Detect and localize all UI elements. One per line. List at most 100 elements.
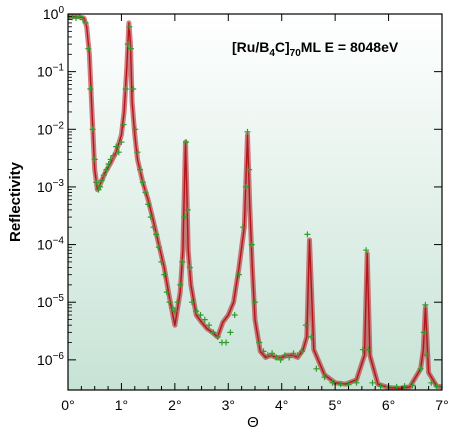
data-point	[242, 183, 249, 190]
data-point	[286, 354, 293, 361]
data-point	[122, 86, 129, 92]
annotation-prefix: [Ru/B	[232, 39, 269, 55]
data-point	[236, 271, 242, 278]
x-axis-label: Θ	[247, 414, 259, 431]
data-point	[186, 264, 193, 271]
data-point	[424, 352, 430, 359]
data-point	[420, 329, 427, 336]
data-point	[93, 179, 100, 186]
data-point	[98, 177, 105, 184]
data-point	[231, 312, 238, 318]
data-point	[294, 352, 301, 359]
data-point	[244, 128, 251, 135]
tick-labels: 0° 1° 2° 3° 4° 5° 6° 7° 100 10−1 10−2 10−3 10−4 10−5 1…	[37, 5, 449, 413]
data-point	[150, 224, 157, 231]
x-tick-label: 2°	[168, 397, 181, 413]
data-point	[163, 289, 170, 296]
data-point	[393, 383, 400, 390]
annotation-mid: C]	[275, 39, 290, 55]
data-point	[128, 45, 134, 52]
data-point	[100, 172, 107, 179]
data-point	[139, 179, 146, 186]
data-point	[401, 383, 408, 390]
data-point	[153, 231, 160, 238]
data-point	[115, 149, 122, 156]
data-point	[181, 214, 188, 221]
data-point	[197, 312, 204, 318]
data-point	[240, 224, 247, 231]
annotation-sub1: 4	[269, 48, 275, 59]
data-point	[313, 365, 320, 372]
data-point	[214, 333, 221, 340]
annotation-suffix: ML E = 8048eV	[301, 39, 399, 55]
x-tick-label: 1°	[115, 397, 128, 413]
data-point	[260, 348, 267, 355]
x-tick-label: 5°	[328, 397, 341, 413]
x-tick-label: 7°	[435, 397, 448, 413]
plot-area	[68, 14, 442, 390]
annotation-sub2: 70	[290, 48, 302, 59]
plot-frame	[67, 13, 443, 391]
data-point	[130, 86, 137, 92]
data-point	[304, 231, 311, 238]
data-point	[120, 121, 127, 128]
data-point	[206, 322, 213, 329]
data-point	[269, 350, 276, 357]
data-point	[110, 152, 117, 159]
data-point	[428, 379, 435, 386]
data-point	[359, 346, 366, 353]
data-point	[126, 23, 133, 30]
x-tick-label: 6°	[382, 397, 395, 413]
data-point	[189, 299, 195, 306]
data-point	[134, 149, 141, 156]
data-point	[124, 41, 131, 48]
data-point	[223, 339, 230, 346]
data-point	[409, 382, 416, 389]
data-point	[89, 126, 96, 133]
data-point	[69, 14, 76, 21]
data-point	[183, 139, 190, 146]
y-tick-label: 10−4	[37, 236, 64, 253]
data-point	[80, 16, 86, 23]
data-point	[73, 15, 79, 22]
data-point	[166, 299, 173, 306]
data-point	[171, 308, 178, 315]
data-point	[248, 241, 255, 248]
data-point	[302, 322, 309, 329]
data-point	[277, 356, 284, 363]
data-point	[290, 350, 297, 357]
data-point	[227, 329, 234, 336]
y-tick-label: 10−2	[37, 120, 64, 137]
data-point	[417, 365, 424, 372]
data-point	[87, 86, 94, 92]
fit-line	[68, 15, 442, 390]
data-point	[337, 381, 344, 388]
data-point	[145, 201, 152, 208]
data-point	[363, 247, 370, 254]
chart-annotation: [Ru/B4C]70ML E = 8048eV	[232, 39, 399, 59]
data-point	[91, 156, 98, 163]
data-point	[132, 126, 139, 133]
data-point	[246, 166, 253, 173]
data-point	[82, 19, 89, 26]
data-point	[308, 333, 315, 340]
data-point	[174, 299, 181, 306]
y-tick-label: 100	[43, 5, 65, 22]
data-point	[439, 383, 442, 390]
data-point	[433, 383, 440, 390]
data-point	[169, 304, 176, 311]
data-point	[177, 281, 184, 288]
data-point	[161, 271, 168, 278]
data-point	[137, 166, 144, 173]
data-point	[252, 299, 258, 306]
data-point	[201, 316, 208, 323]
data-point	[353, 379, 360, 386]
data-point	[147, 214, 154, 221]
x-tick-label: 3°	[222, 397, 235, 413]
data-point	[103, 166, 110, 173]
data-point	[105, 161, 112, 167]
data-point	[155, 244, 162, 251]
y-tick-label: 10−6	[37, 351, 64, 368]
data-point	[184, 206, 191, 213]
